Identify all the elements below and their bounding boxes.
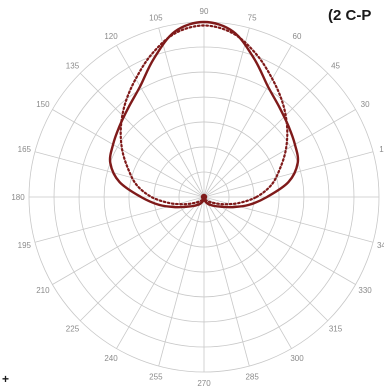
grid-spoke-255	[158, 196, 205, 367]
series-solid-line	[108, 20, 300, 209]
grid-spoke-75	[203, 27, 250, 198]
grid-spoke-240	[116, 196, 205, 349]
angle-tick-285: 285	[245, 373, 259, 382]
grid-spoke-315	[203, 196, 329, 322]
angle-tick-60: 60	[293, 32, 302, 41]
grid-spoke-120	[116, 45, 205, 198]
angle-tick-45: 45	[331, 61, 340, 70]
grid-spoke-30	[203, 109, 356, 198]
grid-spoke-135	[79, 72, 205, 198]
angle-tick-90: 90	[200, 7, 209, 16]
angle-tick-105: 105	[149, 13, 163, 22]
grid-spoke-165	[34, 151, 205, 198]
angle-tick-270: 270	[197, 379, 211, 387]
center-marker	[200, 193, 208, 201]
angle-tick-75: 75	[248, 13, 257, 22]
angle-tick-15: 15	[379, 145, 384, 154]
grid-spoke-45	[203, 72, 329, 198]
series-dotted-line	[119, 24, 289, 206]
angle-tick-300: 300	[290, 354, 304, 363]
grid-spoke-150	[52, 109, 205, 198]
grid-spoke-105	[158, 27, 205, 198]
angle-tick-195: 195	[18, 241, 32, 250]
angle-tick-330: 330	[358, 286, 372, 295]
angle-tick-120: 120	[104, 32, 118, 41]
angle-tick-315: 315	[329, 325, 343, 334]
grid-spoke-225	[79, 196, 205, 322]
grid-spoke-330	[203, 196, 356, 285]
grid-spoke-60	[203, 45, 292, 198]
grid-spoke-15	[203, 151, 374, 198]
chart-title: (2 C-P	[328, 7, 372, 24]
grid-spoke-285	[203, 196, 250, 367]
angle-tick-135: 135	[66, 61, 80, 70]
series-layer	[108, 20, 300, 209]
corner-mark: +	[2, 372, 10, 386]
angle-tick-225: 225	[66, 325, 80, 334]
angle-tick-180: 180	[11, 193, 25, 202]
angle-tick-30: 30	[361, 100, 370, 109]
grid-spoke-210	[52, 196, 205, 285]
angle-tick-345: 345	[377, 241, 384, 250]
angle-tick-150: 150	[36, 100, 50, 109]
angle-tick-255: 255	[149, 373, 163, 382]
grid-spoke-300	[203, 196, 292, 349]
angle-tick-210: 210	[36, 286, 50, 295]
angle-tick-165: 165	[18, 145, 32, 154]
polar-grid	[28, 21, 380, 373]
angle-tick-labels: 0153045607590105120135150165180195210225…	[11, 7, 384, 387]
angle-tick-240: 240	[104, 354, 118, 363]
